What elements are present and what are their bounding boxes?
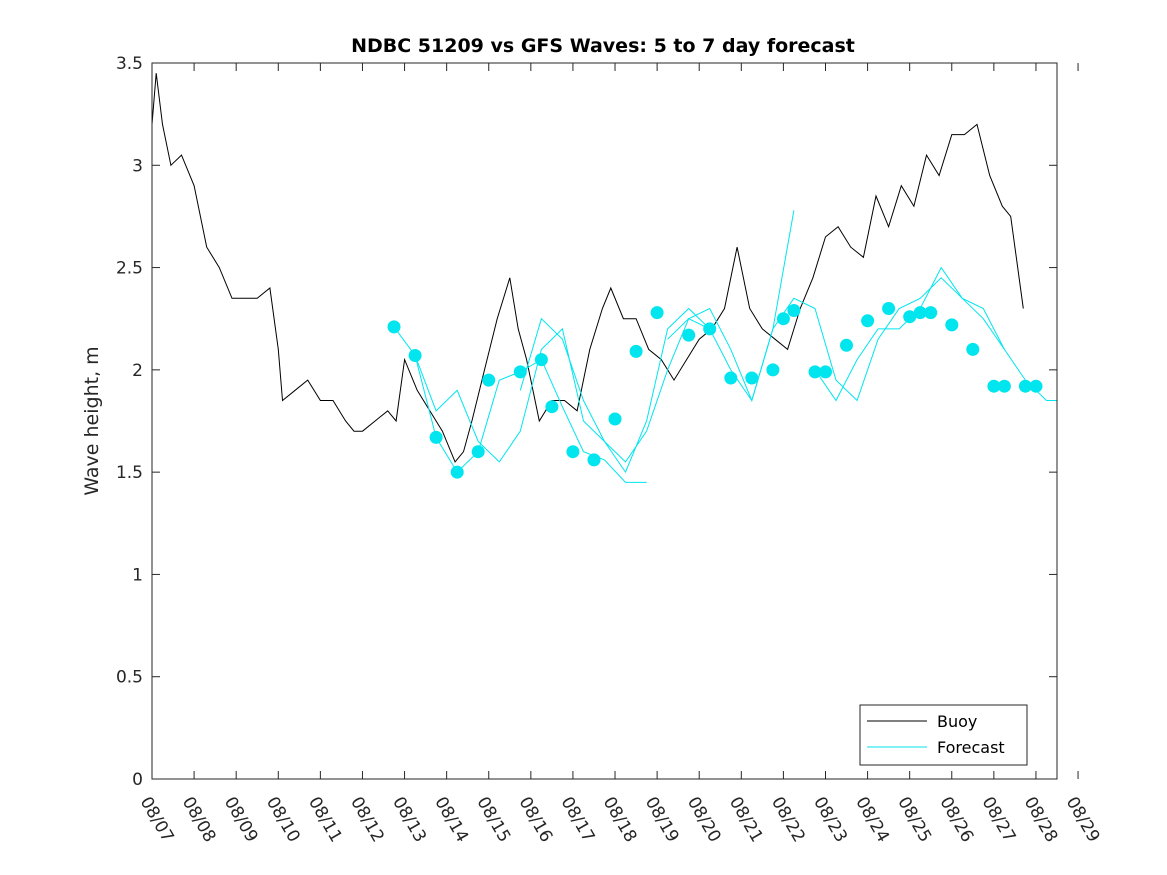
legend-forecast-label: Forecast — [937, 738, 1005, 757]
forecast-point — [450, 465, 464, 479]
forecast-point — [650, 306, 664, 320]
forecast-point — [1018, 379, 1032, 393]
y-tick-label: 2 — [132, 361, 143, 381]
forecast-point — [513, 365, 527, 379]
forecast-point — [1029, 379, 1043, 393]
forecast-point — [482, 373, 496, 387]
forecast-point — [766, 363, 780, 377]
plot-area — [152, 63, 1057, 779]
forecast-point — [545, 400, 559, 414]
chart-title: NDBC 51209 vs GFS Waves: 5 to 7 day fore… — [351, 35, 855, 57]
forecast-point — [387, 320, 401, 334]
forecast-point — [903, 310, 917, 324]
forecast-point — [924, 306, 938, 320]
legend: Buoy Forecast — [859, 704, 1028, 766]
y-tick-label: 2.5 — [116, 259, 143, 279]
forecast-point — [629, 344, 643, 358]
forecast-run-line-2 — [414, 318, 710, 463]
y-tick-label: 1 — [132, 565, 143, 585]
forecast-point — [408, 349, 422, 362]
y-tick-label: 0 — [132, 770, 143, 790]
y-tick-label: 1.5 — [116, 463, 143, 483]
forecast-point — [945, 318, 959, 332]
legend-buoy-label: Buoy — [937, 712, 977, 731]
forecast-point — [808, 365, 822, 379]
forecast-point — [987, 379, 1001, 393]
forecast-point — [429, 430, 443, 444]
forecast-point — [703, 322, 717, 336]
forecast-point — [819, 365, 832, 379]
forecast-point — [587, 453, 601, 467]
forecast-point — [966, 342, 980, 356]
buoy-series-line — [151, 73, 1024, 463]
forecast-point — [787, 304, 801, 317]
forecast-point — [861, 314, 875, 328]
forecast-point — [882, 302, 896, 315]
series-layer — [151, 73, 1057, 483]
y-tick-label: 3 — [132, 156, 143, 176]
forecast-point — [997, 379, 1011, 393]
y-tick-label: 0.5 — [116, 668, 143, 688]
legend-box — [859, 704, 1028, 766]
forecast-point — [534, 353, 548, 367]
forecast-point — [776, 312, 790, 326]
forecast-point — [840, 338, 853, 352]
forecast-run-line-4 — [667, 277, 1005, 403]
forecast-point — [913, 306, 927, 320]
forecast-point — [566, 445, 580, 459]
y-tick-label: 3.5 — [116, 54, 143, 74]
forecast-run-line-3 — [519, 210, 795, 474]
forecast-point — [745, 371, 759, 385]
forecast-point — [724, 371, 738, 385]
y-axis-label: Wave height, m — [81, 346, 103, 495]
plot-frame — [151, 62, 1058, 780]
forecast-point — [608, 412, 622, 426]
y-axis: 0 0.5 1 1.5 2 2.5 3 3.5 — [116, 54, 1057, 790]
forecast-point — [682, 328, 696, 342]
forecast-point — [471, 445, 485, 459]
